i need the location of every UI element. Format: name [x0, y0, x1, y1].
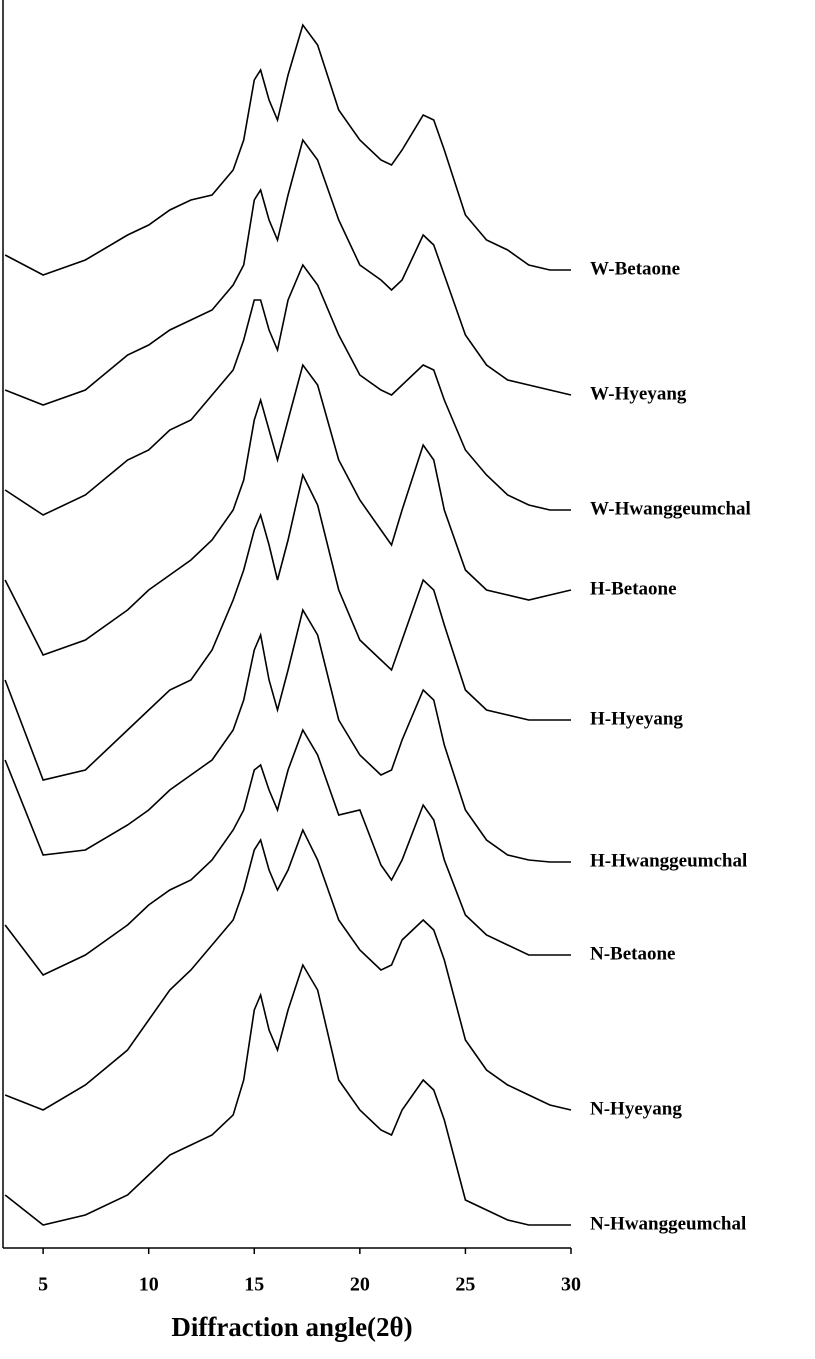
xrd-curve	[4, 263, 571, 516]
series-label: N-Betaone	[590, 943, 675, 964]
xrd-curve	[4, 23, 571, 276]
x-tick-label: 30	[561, 1274, 581, 1296]
xrd-curve	[4, 827, 572, 1111]
xrd-curve	[4, 363, 572, 656]
series-label: N-Hwanggeumchal	[590, 1213, 746, 1234]
xrd-curve	[4, 607, 571, 863]
xrd-curve	[4, 138, 572, 406]
series-label: N-Hyeyang	[590, 1098, 682, 1119]
x-tick-label: 25	[455, 1274, 475, 1296]
series-label: W-Betaone	[590, 258, 680, 279]
series-label: H-Hyeyang	[590, 708, 683, 729]
series-label: H-Hwanggeumchal	[590, 850, 747, 871]
series-label: H-Betaone	[590, 578, 677, 599]
series-label: W-Hwanggeumchal	[590, 498, 751, 519]
x-axis-label: Diffraction angle(2θ)	[171, 1312, 412, 1342]
x-tick-label: 5	[38, 1274, 48, 1296]
series-label: W-Hyeyang	[590, 383, 687, 404]
xrd-curve	[4, 472, 571, 781]
x-tick-label: 10	[139, 1274, 159, 1296]
x-tick-label: 15	[244, 1274, 264, 1296]
xrd-curve	[4, 963, 571, 1226]
xrd-curve	[4, 728, 571, 977]
x-tick-label: 20	[350, 1274, 370, 1296]
